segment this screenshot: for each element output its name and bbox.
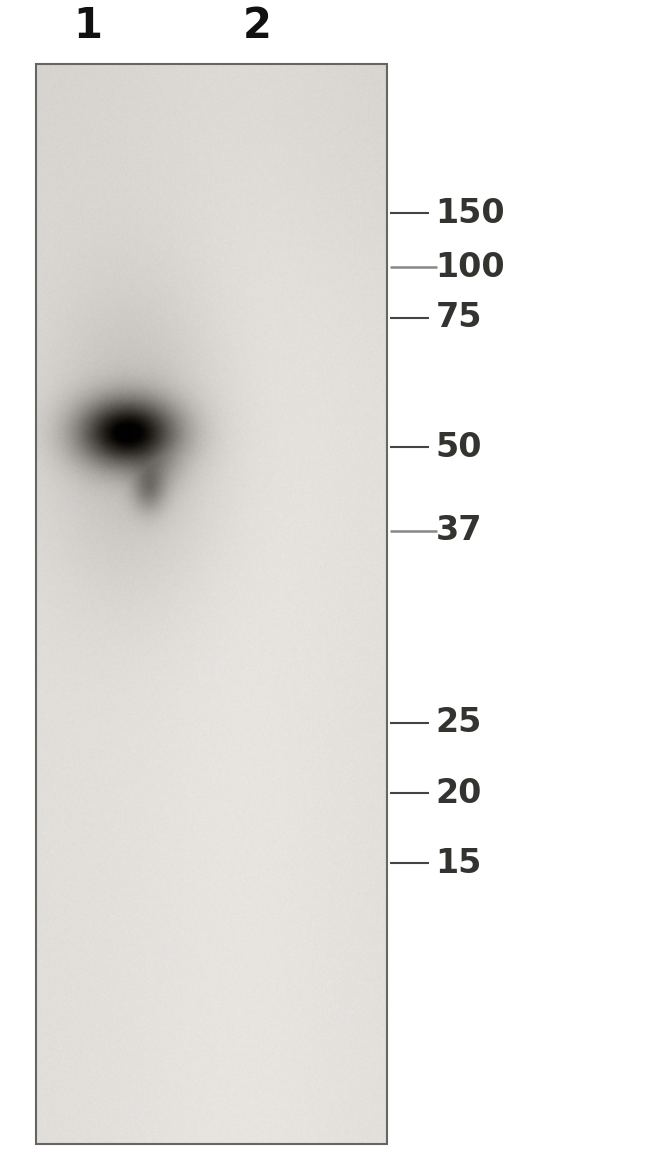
Text: 75: 75: [436, 302, 482, 334]
Bar: [32, 61, 391, 1148]
Text: 37: 37: [436, 514, 482, 548]
Text: 15: 15: [436, 847, 482, 880]
Text: 25: 25: [436, 706, 482, 740]
Text: 2: 2: [242, 5, 271, 47]
Text: 20: 20: [436, 777, 482, 810]
Text: 150: 150: [436, 197, 505, 230]
Text: 100: 100: [436, 250, 505, 283]
Bar: [36, 64, 387, 1144]
Text: 50: 50: [436, 431, 482, 464]
Text: 1: 1: [73, 5, 102, 47]
